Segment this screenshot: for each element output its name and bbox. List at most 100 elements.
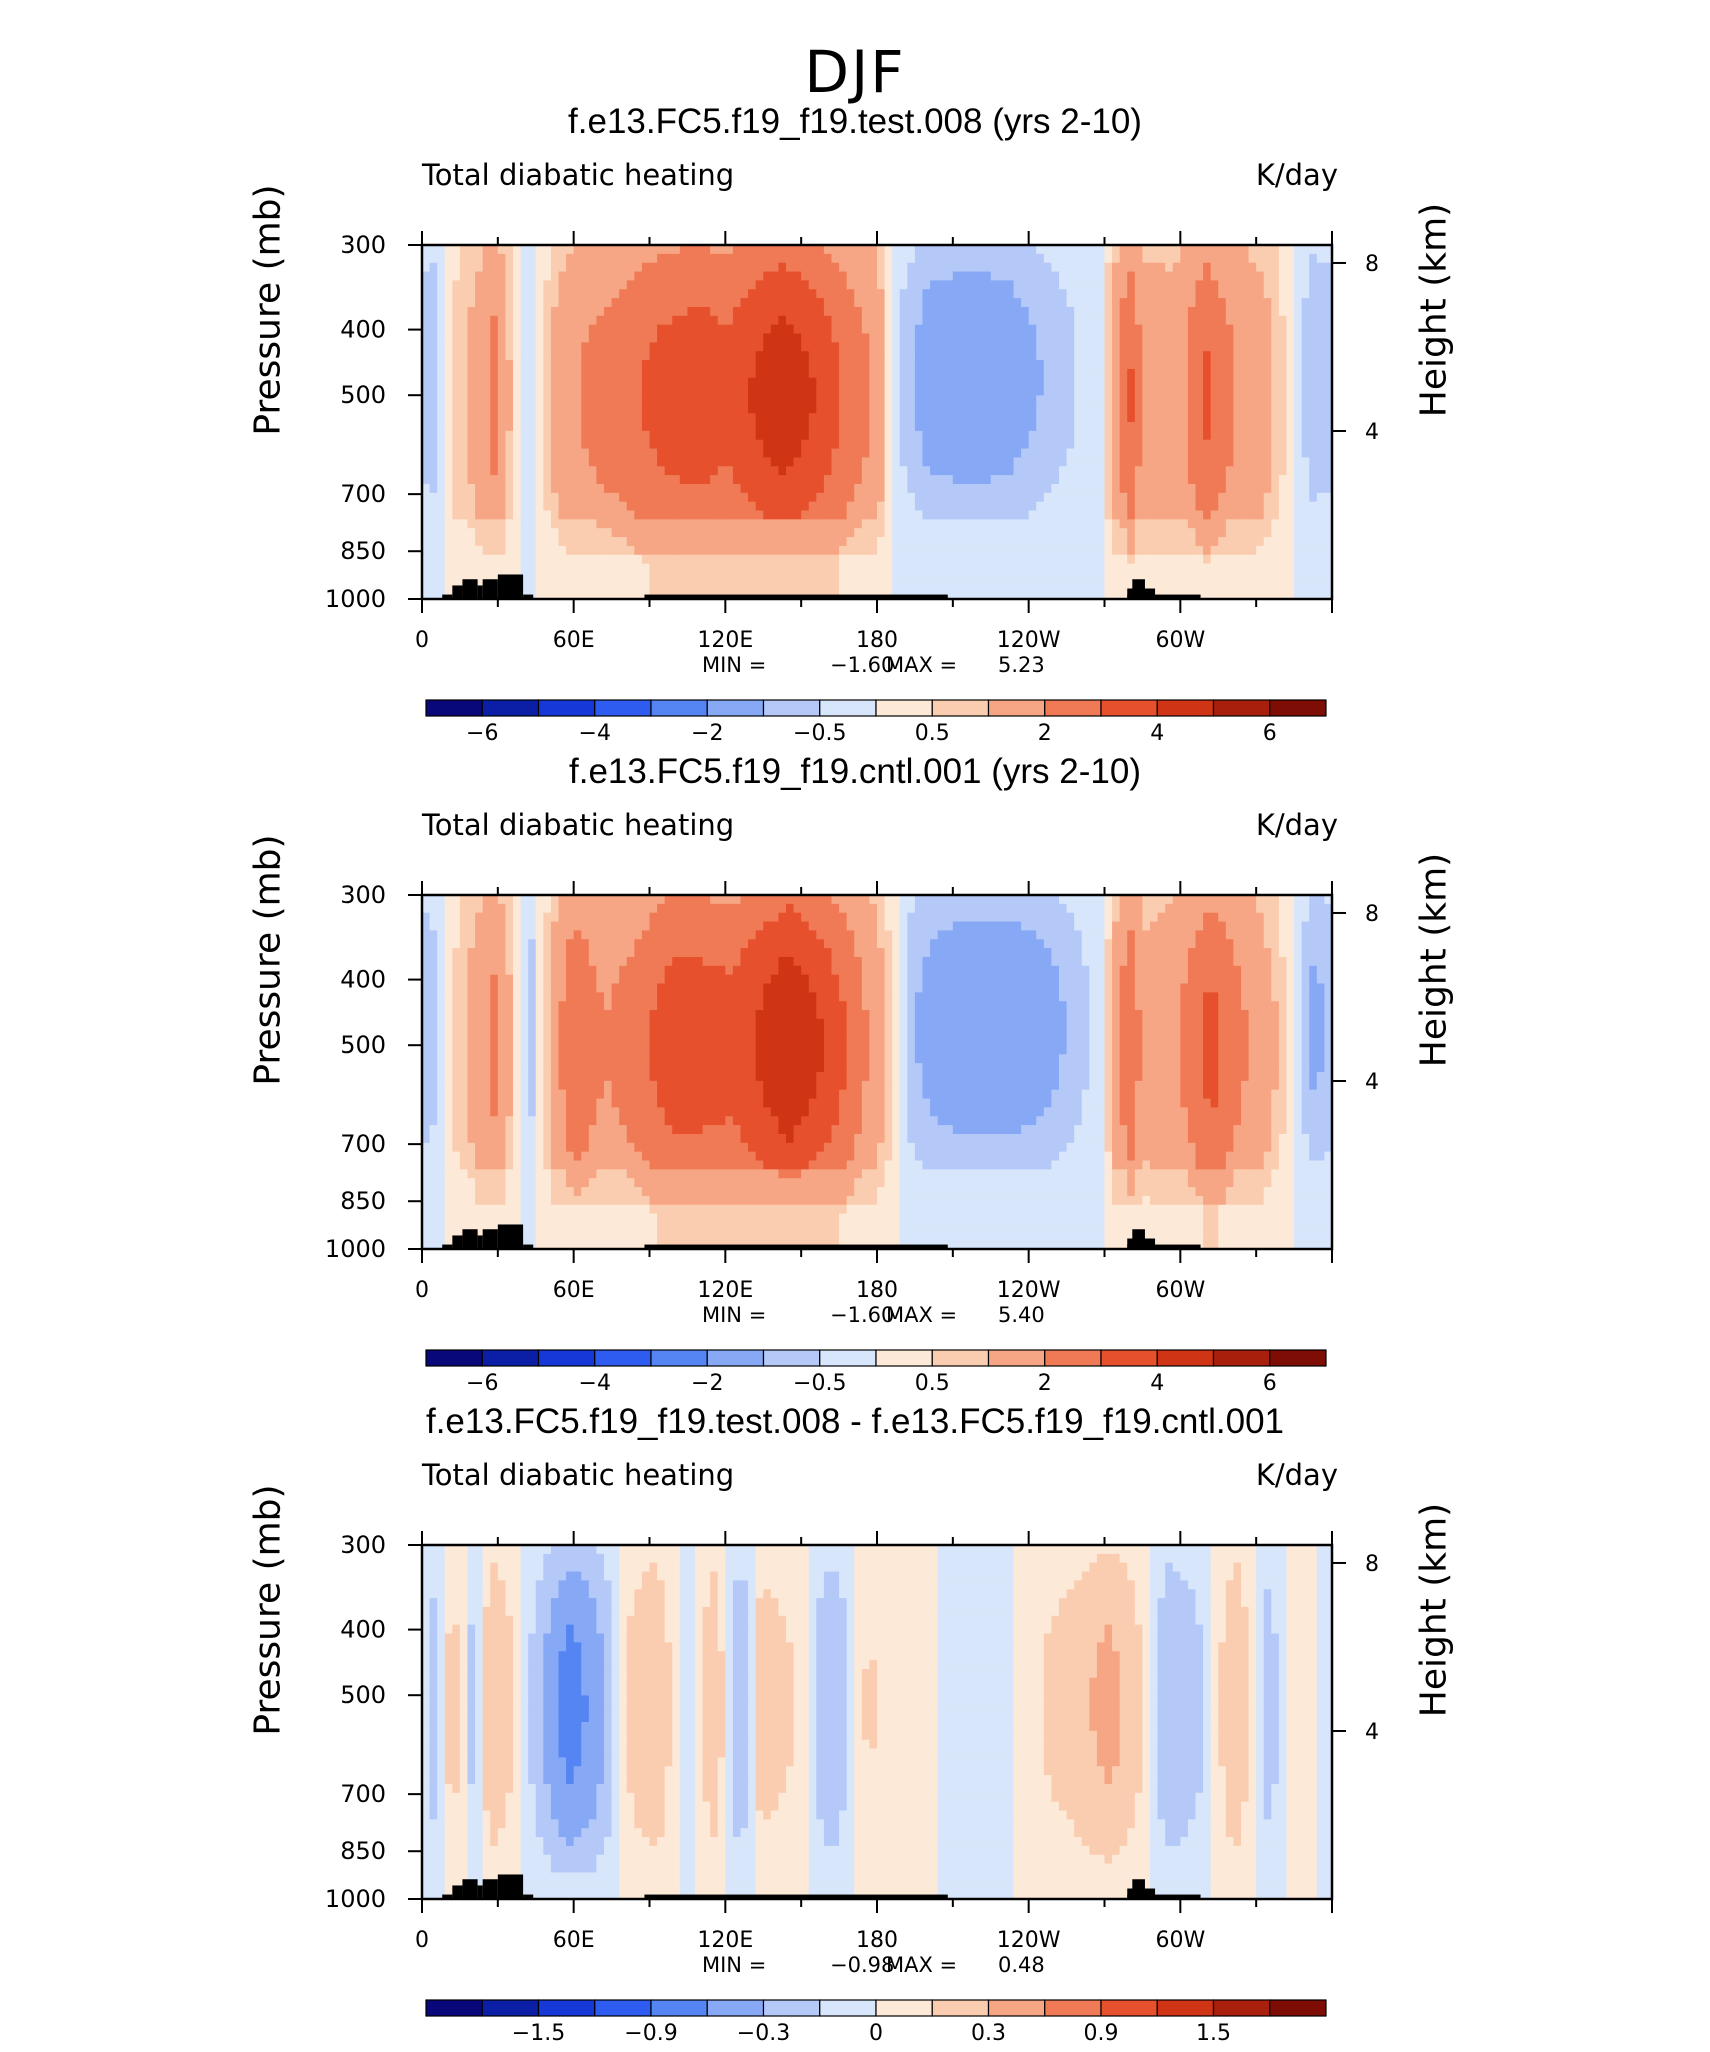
field-cell — [1196, 493, 1204, 502]
field-cell — [475, 449, 483, 458]
field-cell — [1158, 254, 1166, 263]
field-cell — [445, 475, 453, 484]
field-cell — [1309, 413, 1317, 422]
field-cell — [938, 360, 946, 369]
field-cell — [452, 528, 460, 537]
field-cell — [604, 280, 612, 289]
field-cell — [900, 378, 908, 387]
field-cell — [642, 431, 650, 440]
field-cell — [1279, 413, 1287, 422]
field-cell — [437, 289, 445, 298]
field-cell — [1105, 289, 1113, 298]
field-cell — [953, 449, 961, 458]
field-cell — [1051, 511, 1059, 520]
field-cell — [498, 449, 506, 458]
field-cell — [437, 957, 445, 966]
field-cell — [1014, 493, 1022, 502]
field-cell — [498, 493, 506, 502]
field-cell — [1302, 360, 1310, 369]
field-cell — [1150, 511, 1158, 520]
field-cell — [1173, 502, 1181, 511]
field-cell — [900, 325, 908, 334]
field-cell — [634, 369, 642, 378]
field-cell — [771, 475, 779, 484]
field-cell — [551, 369, 559, 378]
field-cell — [1271, 466, 1279, 475]
field-cell — [968, 351, 976, 360]
field-cell — [832, 342, 840, 351]
field-cell — [437, 922, 445, 931]
field-cell — [528, 581, 536, 590]
field-cell — [619, 440, 627, 449]
field-cell — [490, 511, 498, 520]
field-cell — [801, 307, 809, 316]
field-cell — [945, 581, 953, 590]
field-cell — [657, 502, 665, 511]
field-cell — [445, 537, 453, 546]
field-cell — [1249, 581, 1257, 590]
field-cell — [832, 572, 840, 581]
field-cell — [604, 502, 612, 511]
field-cell — [718, 466, 726, 475]
field-cell — [695, 342, 703, 351]
field-cell — [505, 502, 513, 511]
field-cell — [1233, 316, 1241, 325]
field-cell — [1127, 449, 1135, 458]
field-cell — [1302, 546, 1310, 555]
field-cell — [938, 351, 946, 360]
field-cell — [430, 564, 438, 573]
field-cell — [1051, 413, 1059, 422]
field-cell — [824, 307, 832, 316]
field-cell — [1006, 351, 1014, 360]
field-cell — [642, 422, 650, 431]
field-cell — [1021, 351, 1029, 360]
field-cell — [642, 404, 650, 413]
field-cell — [650, 555, 658, 564]
field-cell — [847, 360, 855, 369]
field-cell — [1241, 555, 1249, 564]
field-cell — [915, 537, 923, 546]
field-cell — [1127, 342, 1135, 351]
field-cell — [1014, 263, 1022, 272]
field-cell — [596, 245, 604, 254]
field-cell — [725, 360, 733, 369]
field-cell — [657, 298, 665, 307]
field-cell — [968, 404, 976, 413]
field-cell — [1158, 298, 1166, 307]
field-cell — [430, 992, 438, 1001]
field-cell — [1067, 440, 1075, 449]
field-cell — [892, 511, 900, 520]
field-cell — [748, 440, 756, 449]
field-cell — [794, 457, 802, 466]
field-cell — [710, 572, 718, 581]
field-cell — [809, 395, 817, 404]
field-cell — [1127, 422, 1135, 431]
field-cell — [1021, 316, 1029, 325]
field-cell — [490, 360, 498, 369]
field-cell — [1059, 546, 1067, 555]
field-cell — [725, 440, 733, 449]
field-cell — [839, 519, 847, 528]
field-cell — [748, 378, 756, 387]
field-cell — [1264, 316, 1272, 325]
field-cell — [832, 378, 840, 387]
field-cell — [437, 263, 445, 272]
field-cell — [877, 555, 885, 564]
field-cell — [1044, 342, 1052, 351]
field-cell — [1135, 431, 1143, 440]
field-cell — [687, 581, 695, 590]
field-cell — [1089, 316, 1097, 325]
field-cell — [1287, 289, 1295, 298]
field-cell — [1044, 537, 1052, 546]
field-cell — [869, 519, 877, 528]
field-cell — [1249, 440, 1257, 449]
field-cell — [1112, 493, 1120, 502]
field-cell — [847, 581, 855, 590]
field-cell — [733, 307, 741, 316]
field-cell — [452, 484, 460, 493]
field-cell — [650, 572, 658, 581]
field-cell — [983, 342, 991, 351]
field-cell — [1150, 360, 1158, 369]
field-cell — [771, 245, 779, 254]
field-cell — [650, 484, 658, 493]
